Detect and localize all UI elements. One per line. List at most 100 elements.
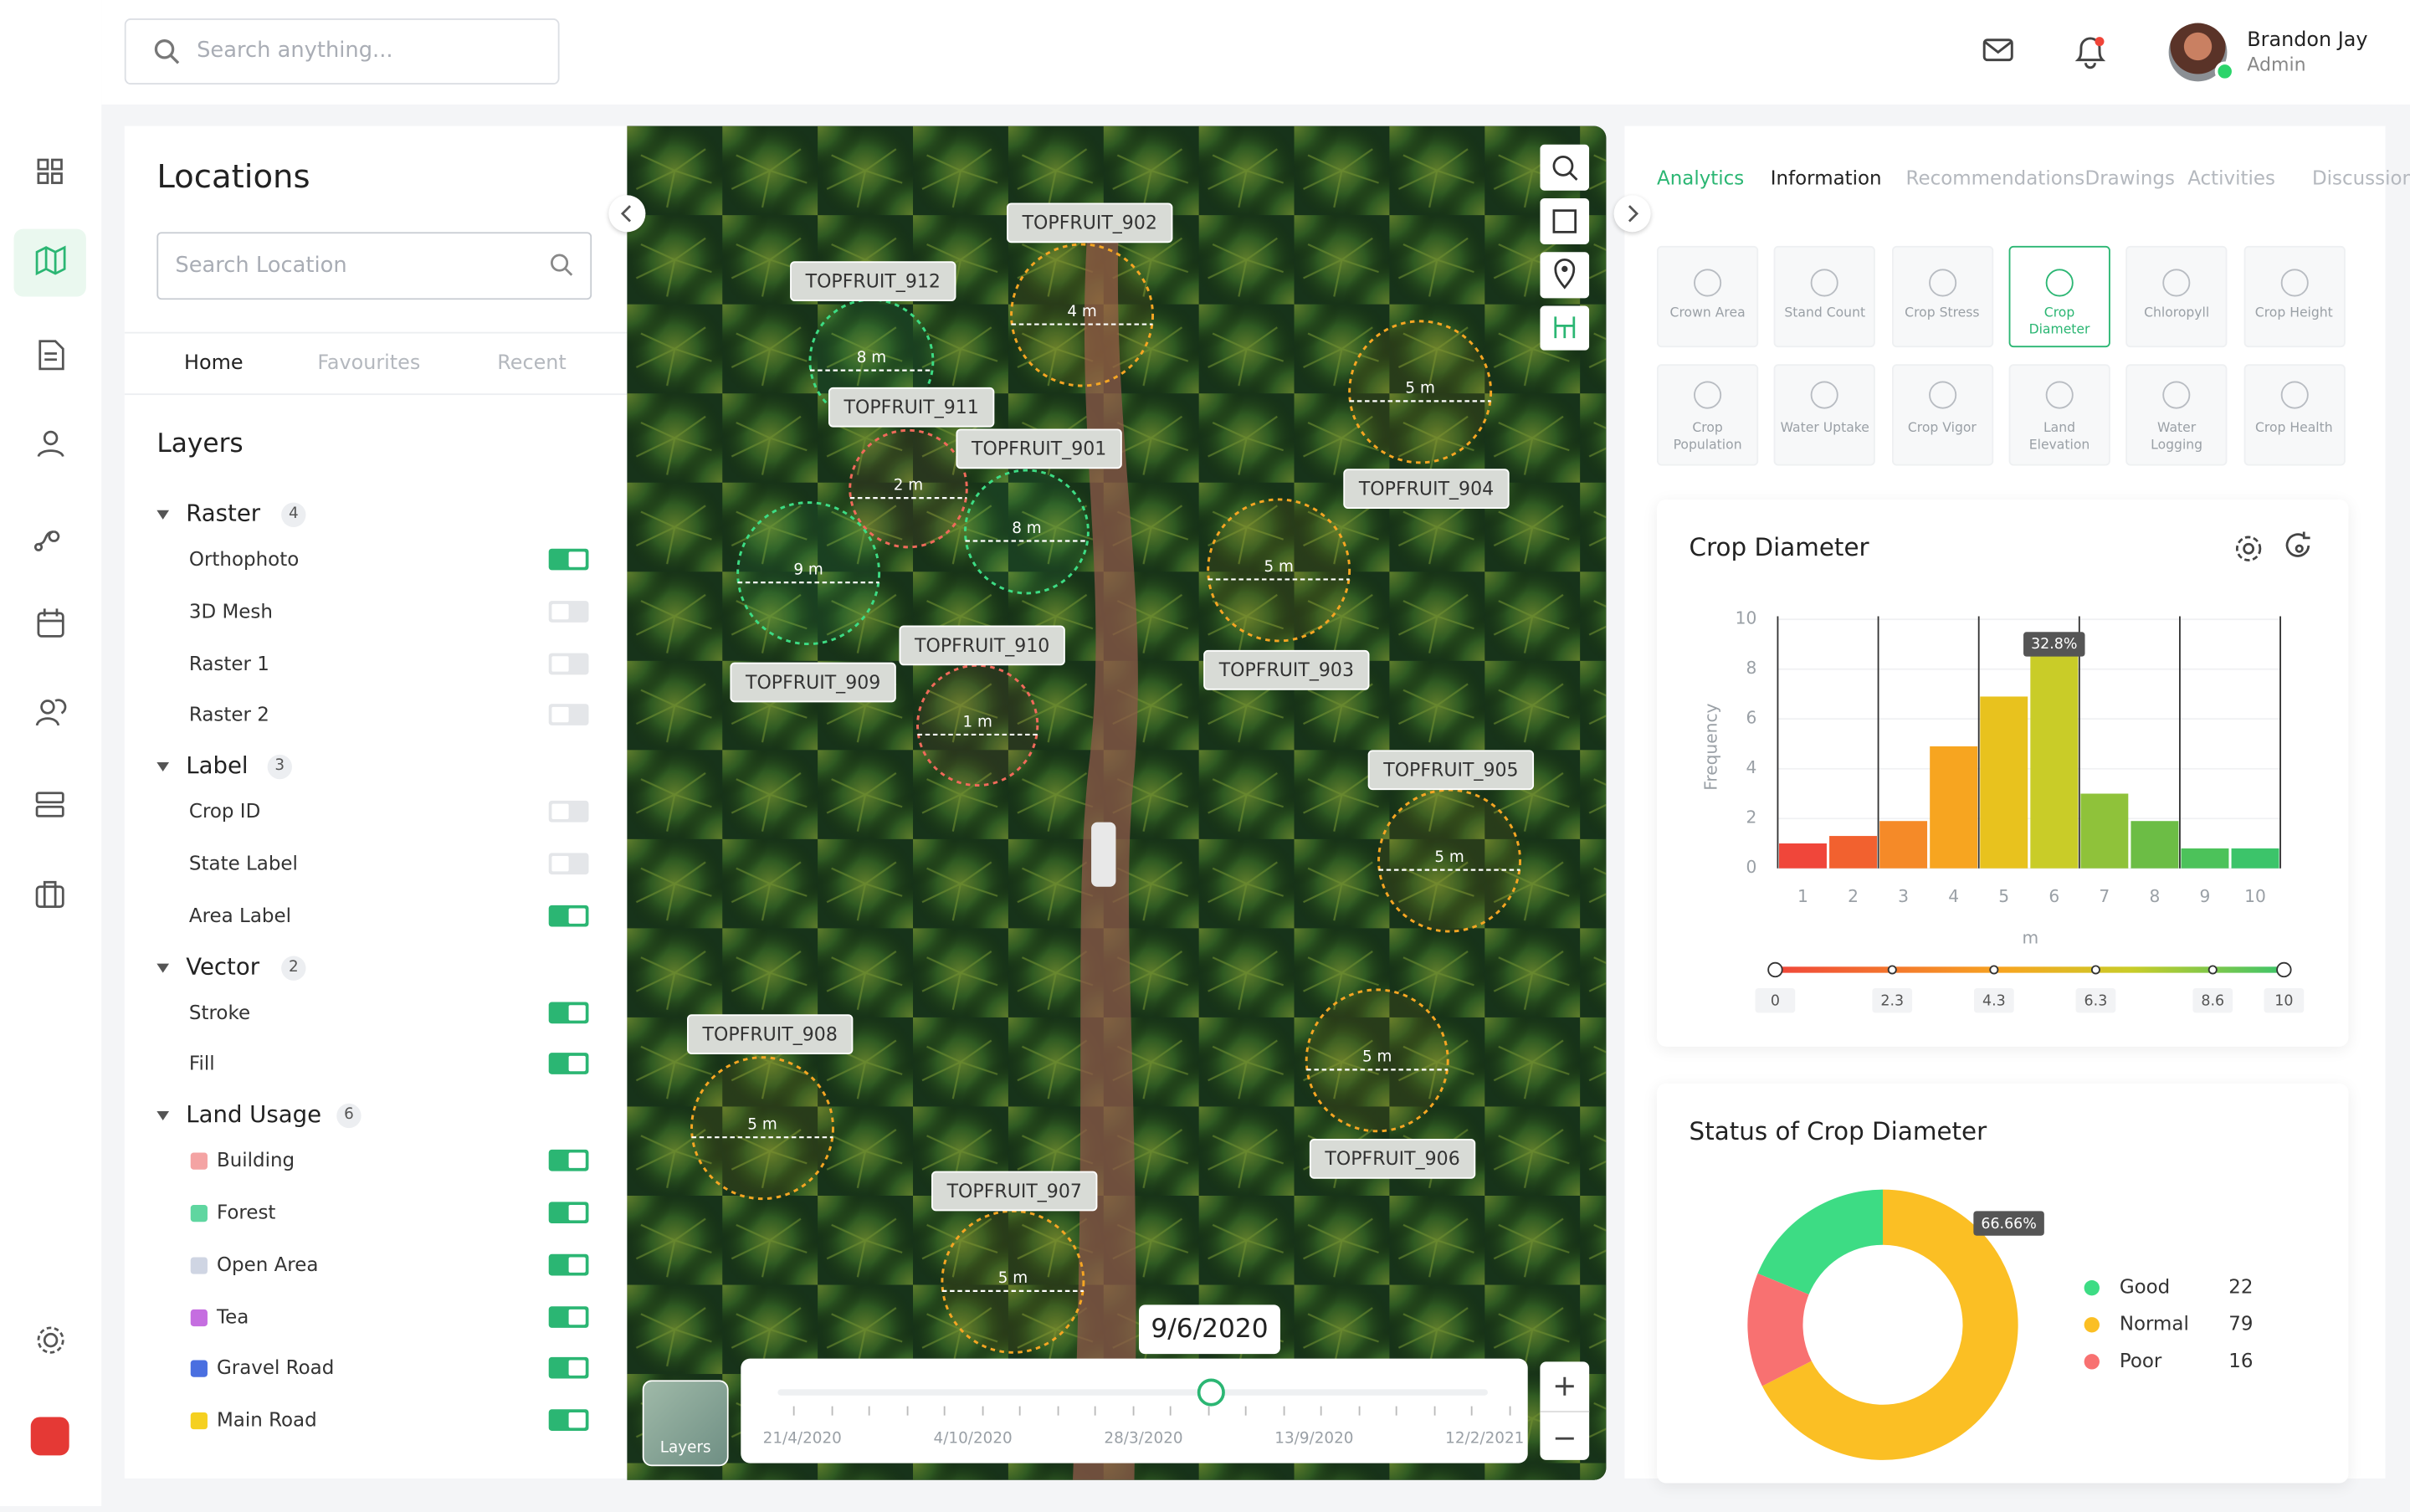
marker-label[interactable]: TOPFRUIT_901 [956, 428, 1122, 469]
analytics-tab[interactable]: Analytics [1656, 166, 1745, 189]
layer-toggle[interactable] [548, 1305, 589, 1328]
timeline-label: 12/2/2021 [1445, 1430, 1525, 1448]
metric-tile[interactable]: Crop Stress [1891, 245, 1993, 348]
metric-icon [1811, 269, 1839, 297]
y-tick-label: 4 [1746, 757, 1757, 777]
metric-tile[interactable]: Crop Vigor [1891, 364, 1993, 466]
marker-label[interactable]: TOPFRUIT_908 [687, 1014, 854, 1054]
timeline-tick [905, 1406, 908, 1416]
timeline-tick [830, 1406, 833, 1416]
map-canvas: 4 m 8 m 2 m 8 m 5 m 9 m 1 m 5 m 5 m 5 m 5 m 5 m [627, 126, 1607, 1480]
layers-button[interactable]: Layers [642, 1380, 729, 1467]
legend-swatch [190, 1361, 208, 1378]
analytics-tab[interactable]: Information [1770, 166, 1882, 189]
marker-circle [1348, 320, 1493, 464]
layer-toggle[interactable] [548, 652, 589, 674]
group-name[interactable]: Vector [186, 952, 260, 981]
toggle-knob [568, 551, 586, 567]
marker-label[interactable]: TOPFRUIT_905 [1367, 750, 1535, 791]
metric-tile[interactable]: Stand Count [1774, 245, 1876, 348]
zoom-icons[interactable] [1540, 1361, 1589, 1460]
toggle-knob [568, 1309, 586, 1325]
metric-icon [1811, 381, 1839, 409]
layer-toggle[interactable] [548, 704, 589, 726]
location-tab[interactable]: Favourites [317, 351, 421, 376]
layer-toggle[interactable] [548, 853, 589, 875]
group-name[interactable]: Land Usage [186, 1100, 322, 1129]
marker-size: 5 m [1434, 848, 1464, 866]
marker-label[interactable]: TOPFRUIT_906 [1309, 1139, 1476, 1179]
x-tick-label: 6 [2048, 886, 2059, 906]
scale-tick [2090, 965, 2100, 975]
location-tab[interactable]: Home [184, 351, 244, 376]
layer-toggle[interactable] [548, 600, 589, 623]
marker-label[interactable]: TOPFRUIT_904 [1343, 469, 1510, 509]
map[interactable]: 4 m 8 m 2 m 8 m 5 m 9 m 1 m 5 m 5 m 5 m 5 m 5 m Lay… [627, 126, 1607, 1480]
chart-title: Status of Crop Diameter [1690, 1117, 1988, 1146]
layer-toggle[interactable] [548, 1357, 589, 1380]
metric-tile[interactable]: Crop Health [2243, 364, 2345, 466]
marker-label[interactable]: TOPFRUIT_902 [1007, 202, 1173, 243]
marker-label[interactable]: TOPFRUIT_912 [790, 261, 956, 301]
metric-name: Crop Vigor [1907, 421, 1977, 437]
metric-tile[interactable]: Water Uptake [1774, 364, 1876, 466]
toggle-knob [568, 1257, 586, 1273]
layer-toggle[interactable] [548, 1001, 589, 1023]
marker-label[interactable]: TOPFRUIT_907 [931, 1171, 1098, 1212]
layer-toggle[interactable] [548, 548, 589, 571]
group-name[interactable]: Raster [186, 499, 261, 527]
x-tick-label: 10 [2244, 886, 2266, 906]
group-name[interactable]: Label [186, 751, 249, 780]
scale-tick [1989, 965, 1999, 975]
metric-tile[interactable]: Land Elevation [2008, 364, 2110, 466]
analytics-tab[interactable]: Discussions [2311, 166, 2410, 189]
location-tab[interactable]: Recent [497, 351, 567, 376]
collapse-right[interactable] [1613, 195, 1651, 233]
layer-toggle[interactable] [548, 1253, 589, 1276]
layer-toggle[interactable] [548, 1053, 589, 1075]
metric-tile[interactable]: Chloropyll [2125, 245, 2228, 348]
legend-dot [2084, 1279, 2100, 1296]
location-search[interactable]: Search Location [156, 232, 592, 300]
analytics-tab[interactable]: Recommendations [1905, 166, 2085, 189]
marker-label[interactable]: TOPFRUIT_910 [899, 625, 1065, 666]
bell-icon[interactable] [2074, 37, 2106, 69]
metric-icon [2279, 269, 2308, 297]
layer-toggle[interactable] [548, 905, 589, 927]
marker-label[interactable]: TOPFRUIT_903 [1203, 649, 1370, 690]
map-tool-icons[interactable] [1540, 144, 1590, 351]
mail-icon[interactable] [1982, 38, 2013, 62]
analytics-tab[interactable]: Drawings [2084, 166, 2175, 189]
collapse-left[interactable] [608, 195, 646, 233]
metric-tile[interactable]: Crop Population [1656, 364, 1759, 466]
metric-tile[interactable]: Water Logging [2125, 364, 2228, 466]
metric-icon [1694, 269, 1722, 297]
layer-toggle[interactable] [548, 1150, 589, 1171]
timeline-tick [1094, 1406, 1096, 1416]
x-tick-label: 4 [1948, 886, 1959, 906]
metric-tile[interactable]: Crop Height [2243, 245, 2345, 348]
marker-label[interactable]: TOPFRUIT_911 [828, 387, 995, 428]
legend-dot [2084, 1317, 2100, 1333]
scale-label: 0 [1771, 993, 1780, 1010]
metric-tile[interactable]: Crown Area [1656, 245, 1759, 348]
card-icons[interactable] [2235, 531, 2310, 561]
bar [2030, 643, 2079, 869]
marker-label[interactable]: TOPFRUIT_909 [730, 662, 896, 703]
timeline-tick [1169, 1406, 1172, 1416]
timeline-tick [943, 1406, 946, 1416]
timeline[interactable]: 21/4/2020 4/10/2020 28/3/2020 13/9/2020 12/2… [741, 1358, 1528, 1463]
analytics-tab[interactable]: Activities [2187, 166, 2275, 189]
timeline-handle[interactable] [1197, 1378, 1225, 1407]
marker-size: 4 m [1067, 303, 1096, 320]
metric-tile[interactable]: Crop Diameter [2008, 245, 2110, 348]
timeline-tick [1470, 1406, 1473, 1416]
global-search[interactable]: Search anything... [124, 18, 560, 85]
layer-toggle[interactable] [548, 1202, 589, 1224]
layer-toggle[interactable] [548, 801, 589, 823]
timeline-tick [1131, 1406, 1134, 1416]
layer-toggle[interactable] [548, 1409, 589, 1432]
current-date: 9/6/2020 [1139, 1304, 1280, 1355]
search-icon [154, 39, 180, 64]
